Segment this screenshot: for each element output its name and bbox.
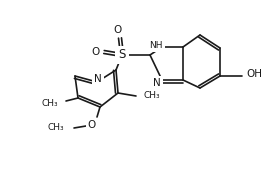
Text: O: O [92,47,100,57]
Text: CH₃: CH₃ [41,98,58,107]
Text: CH₃: CH₃ [144,92,161,100]
Text: O: O [113,25,121,35]
Text: NH: NH [149,40,163,49]
Text: N: N [94,74,102,84]
Text: O: O [88,120,96,130]
Text: S: S [118,48,126,61]
Text: CH₃: CH₃ [47,124,64,132]
Text: N: N [153,78,161,88]
Text: OH: OH [246,69,262,79]
